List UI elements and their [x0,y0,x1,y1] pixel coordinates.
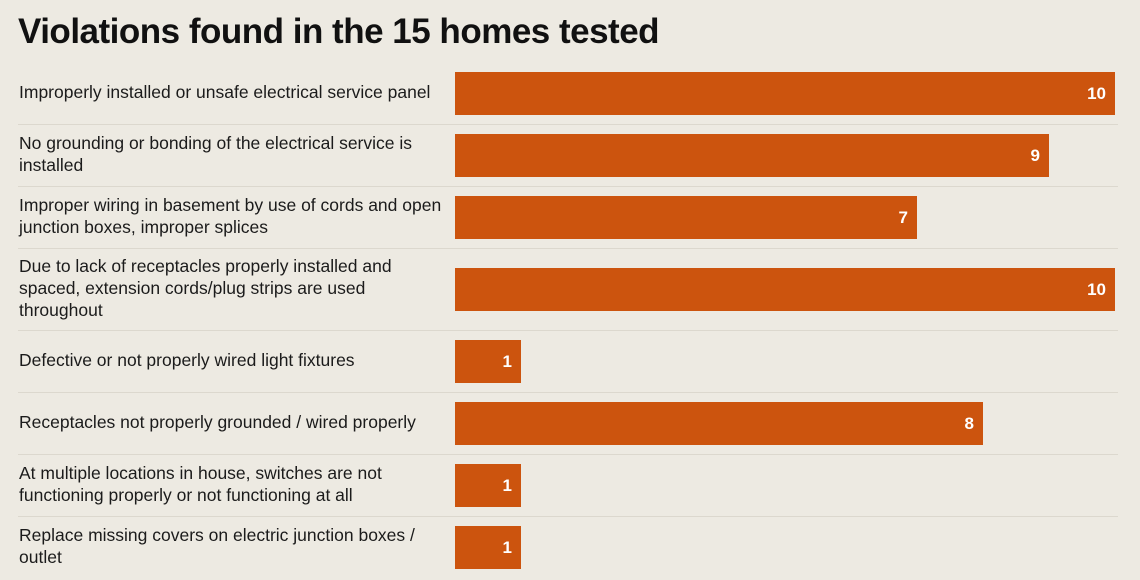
category-label: Receptacles not properly grounded / wire… [19,412,416,432]
chart-row: Improper wiring in basement by use of co… [0,186,1140,248]
row-divider [18,330,1118,331]
row-divider [18,454,1118,455]
chart-row: At multiple locations in house, switches… [0,454,1140,516]
chart-row: Replace missing covers on electric junct… [0,516,1140,578]
bar: 8 [455,402,983,445]
category-label: Due to lack of receptacles properly inst… [19,256,392,320]
chart-row: Improperly installed or unsafe electrica… [0,62,1140,124]
row-divider [18,516,1118,517]
bar-value-label: 10 [1087,84,1106,103]
row-divider [18,392,1118,393]
bar: 1 [455,464,521,507]
category-label: No grounding or bonding of the electrica… [19,133,412,175]
bar: 10 [455,72,1115,115]
chart-row: Receptacles not properly grounded / wire… [0,392,1140,454]
row-divider [18,248,1118,249]
category-label: Defective or not properly wired light fi… [19,350,355,370]
bar-value-label: 10 [1087,280,1106,299]
bar: 1 [455,526,521,569]
row-divider [18,124,1118,125]
bar-value-label: 8 [964,414,974,433]
category-label: At multiple locations in house, switches… [19,463,382,505]
chart-row: No grounding or bonding of the electrica… [0,124,1140,186]
bar-value-label: 1 [502,538,512,557]
bar-value-label: 9 [1030,146,1040,165]
bar: 1 [455,340,521,383]
bar-value-label: 7 [898,208,908,227]
chart-row: Defective or not properly wired light fi… [0,330,1140,392]
category-label: Improperly installed or unsafe electrica… [19,82,431,102]
bar: 10 [455,268,1115,311]
chart-row: Due to lack of receptacles properly inst… [0,248,1140,330]
bar: 9 [455,134,1049,177]
category-label: Improper wiring in basement by use of co… [19,195,442,237]
bar: 7 [455,196,917,239]
chart-title: Violations found in the 15 homes tested [18,12,660,51]
row-divider [18,186,1118,187]
category-label: Replace missing covers on electric junct… [19,525,415,567]
bar-value-label: 1 [502,476,512,495]
bar-value-label: 1 [502,352,512,371]
